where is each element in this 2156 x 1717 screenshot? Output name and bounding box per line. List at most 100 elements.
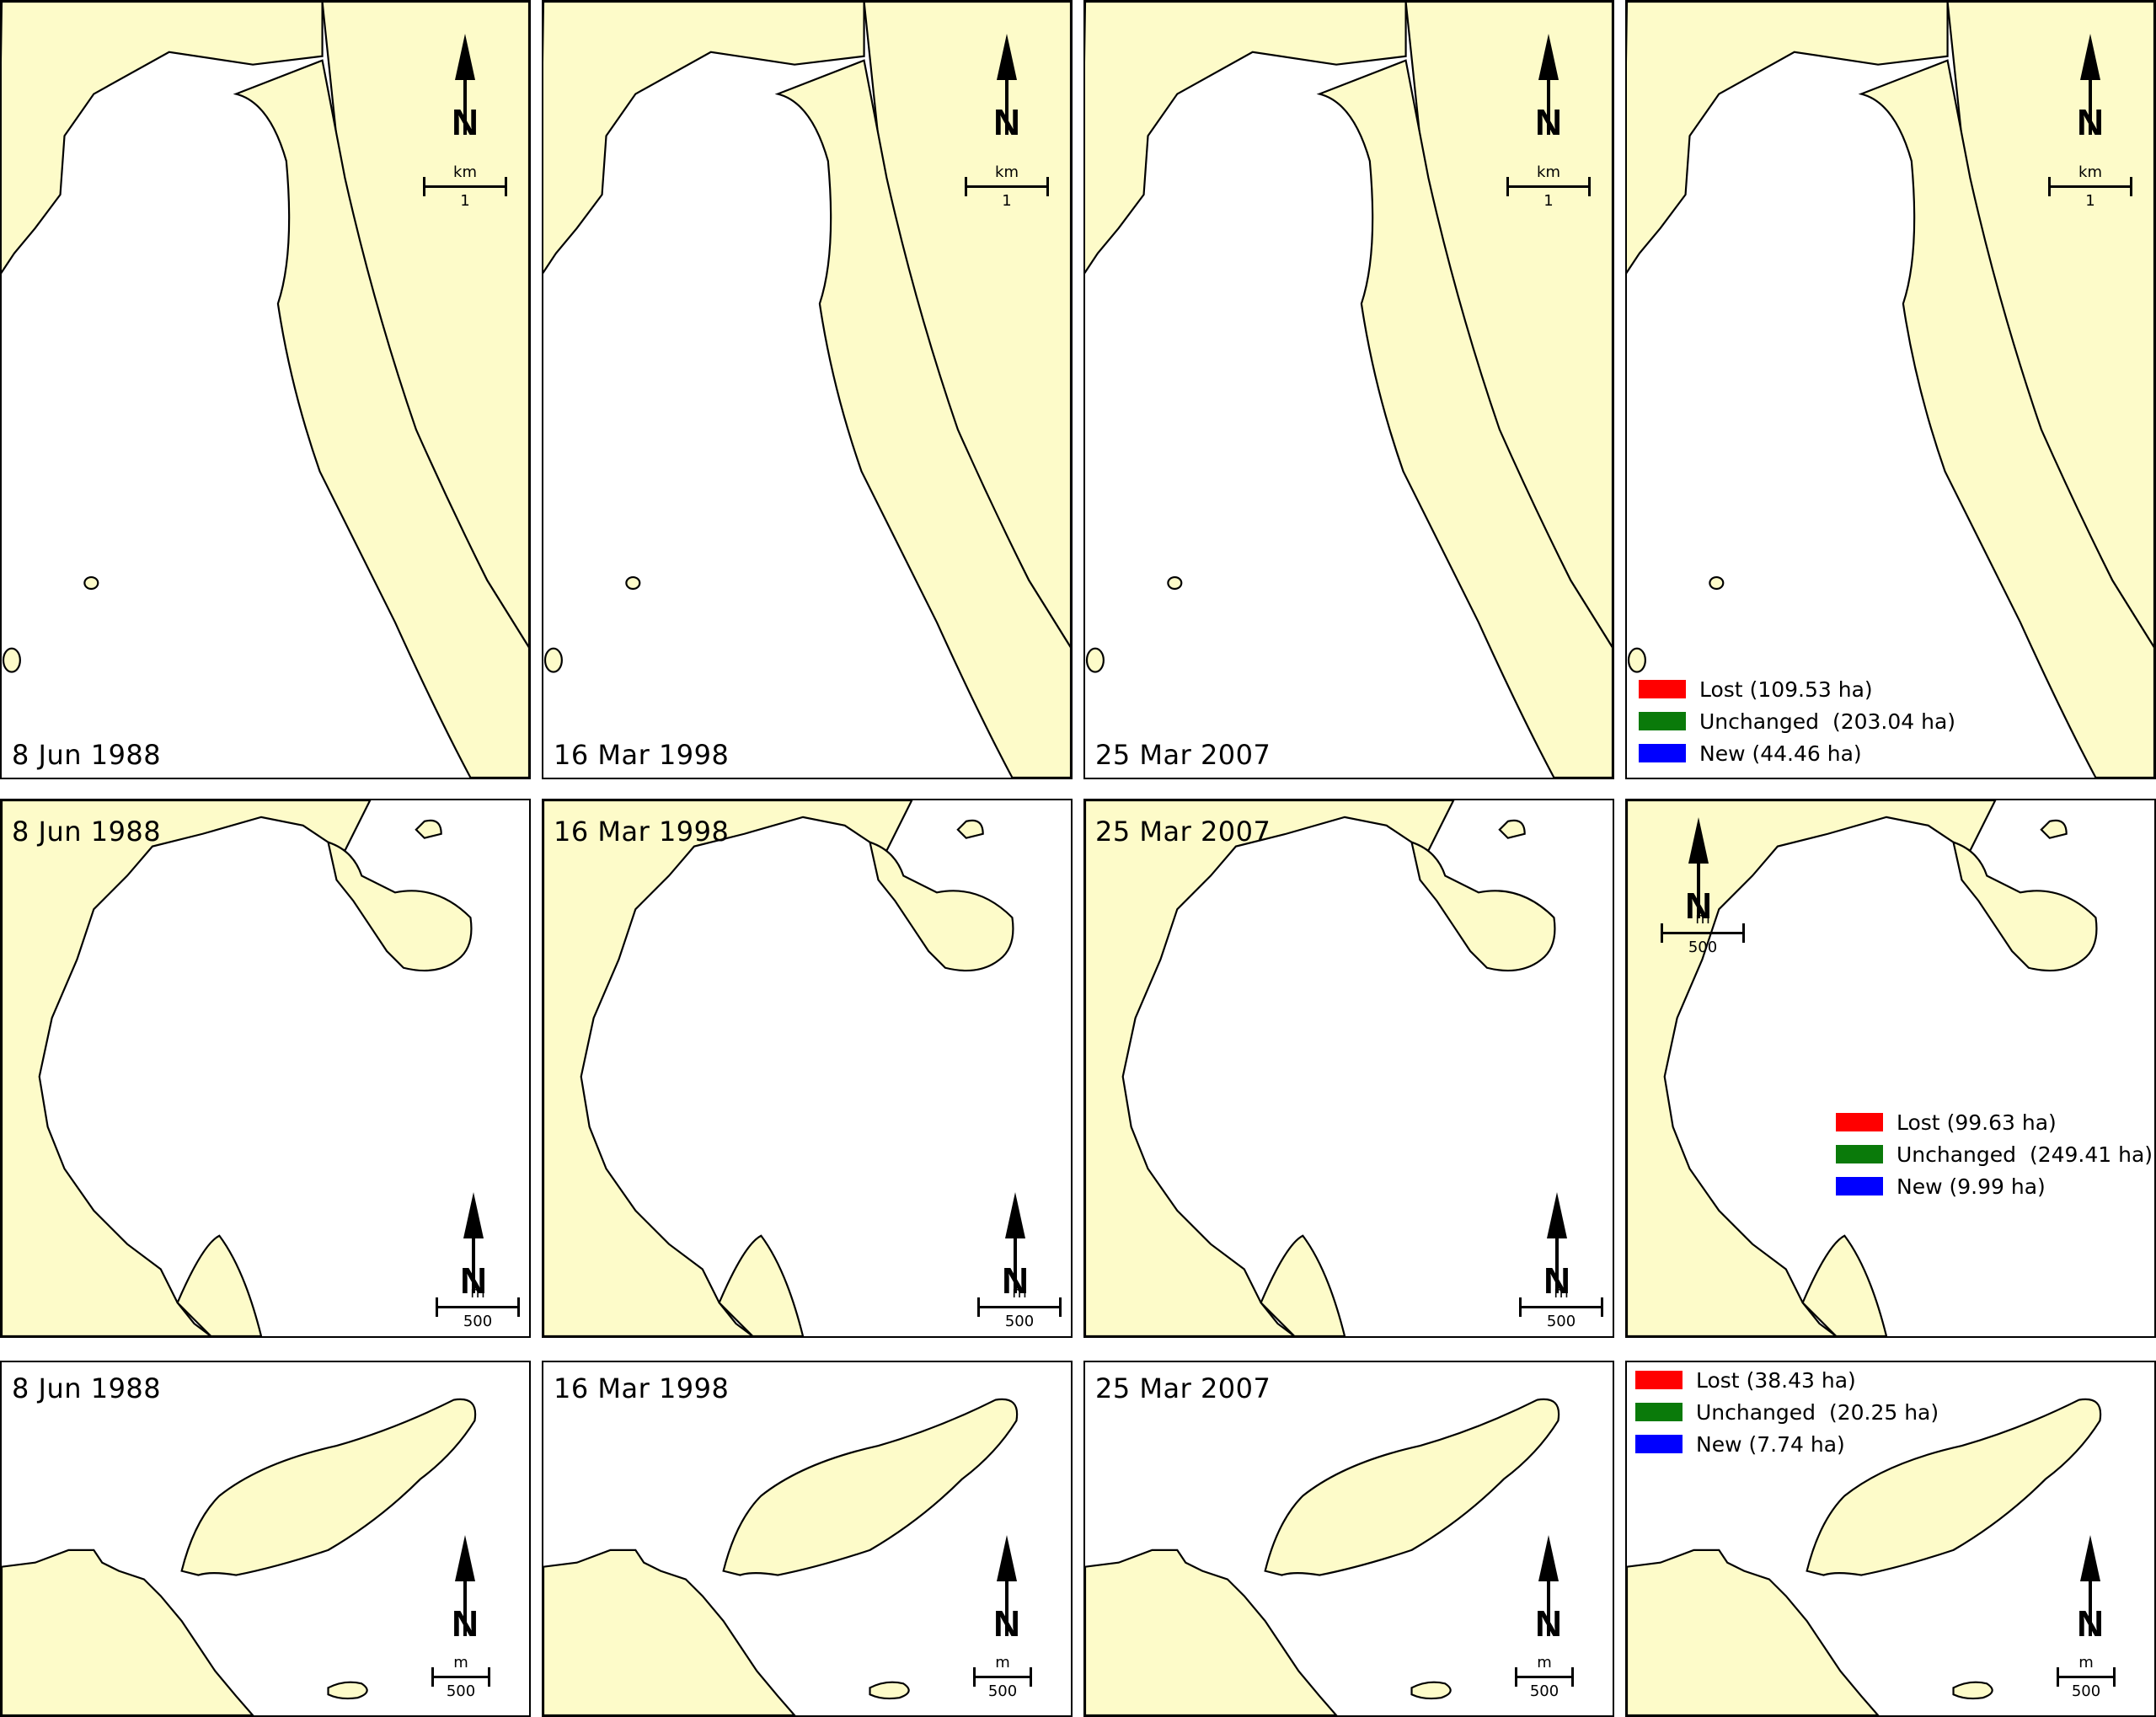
scale-bar: m 500	[1515, 1654, 1574, 1701]
scale-unit: m	[1537, 1654, 1552, 1672]
scale-value: 500	[2071, 1682, 2101, 1700]
coastline-map	[543, 1398, 1019, 1715]
scale-bar: m 500	[1661, 910, 1745, 957]
panel-date: 8 Jun 1988	[12, 739, 162, 771]
scale-value: 500	[1546, 1313, 1576, 1330]
scale-unit: km	[995, 163, 1019, 181]
north-label: N	[460, 1260, 487, 1302]
scale-value: 500	[446, 1682, 476, 1700]
north-arrow-icon: N	[1673, 817, 1724, 927]
panel-date: 16 Mar 1998	[554, 816, 730, 848]
scale-value: 1	[460, 192, 470, 210]
scale-value: 500	[987, 1682, 1018, 1700]
north-label: N	[1535, 102, 1562, 143]
panel-date: 25 Mar 2007	[1095, 816, 1271, 848]
scale-bar: km 1	[965, 163, 1049, 211]
scale-bar: km 1	[2048, 163, 2132, 211]
scale-bar: m 500	[2057, 1654, 2116, 1701]
new-swatch	[1836, 1177, 1883, 1195]
coastline-map	[1627, 2, 2154, 778]
change-panel-r3: N m 500 Lost (38.43 ha) Unchanged (20.25…	[1625, 1361, 2156, 1717]
scale-value: 500	[1004, 1313, 1035, 1330]
scale-bar: m 500	[1519, 1284, 1603, 1331]
map-panel-r1-c3: 25 Mar 2007 N km 1	[1083, 0, 1614, 779]
unchanged-swatch	[1836, 1145, 1883, 1163]
north-arrow-icon: N	[1523, 1535, 1574, 1645]
north-label: N	[1002, 1260, 1029, 1302]
map-panel-r2-c2: 16 Mar 1998 N m 500	[542, 799, 1073, 1338]
coastline-map	[1085, 1398, 1560, 1715]
coastline-map	[543, 800, 1014, 1336]
scale-bar: km 1	[1506, 163, 1591, 211]
map-panel-r3-c3: 25 Mar 2007 N m 500	[1083, 1361, 1614, 1717]
north-arrow-icon: N	[982, 1535, 1032, 1645]
legend-item-unchanged: Unchanged (20.25 ha)	[1635, 1396, 1939, 1428]
north-label: N	[1543, 1260, 1570, 1302]
unchanged-swatch	[1635, 1403, 1683, 1421]
coastline-map	[2, 800, 473, 1336]
coastline-map	[1627, 1398, 2102, 1715]
scale-unit: m	[470, 1284, 485, 1302]
change-legend: Lost (109.53 ha) Unchanged (203.04 ha) N…	[1639, 673, 1955, 769]
scale-unit: m	[1695, 910, 1710, 928]
north-arrow-icon: N	[2065, 34, 2116, 143]
coastline-map	[1085, 2, 1613, 778]
coastline-map	[1627, 800, 2098, 1336]
scale-unit: m	[453, 1654, 468, 1672]
panel-date: 16 Mar 1998	[554, 1372, 730, 1404]
scale-bar: m 500	[977, 1284, 1062, 1331]
scale-unit: km	[1537, 163, 1560, 181]
lost-swatch	[1635, 1371, 1683, 1389]
map-panel-r2-c1: 8 Jun 1988 N m 500	[0, 799, 531, 1338]
change-panel-r1: N km 1 Lost (109.53 ha) Unchanged (203.0…	[1625, 0, 2156, 779]
scale-value: 500	[463, 1313, 493, 1330]
scale-unit: m	[2078, 1654, 2094, 1672]
map-panel-r1-c2: 16 Mar 1998 N km 1	[542, 0, 1073, 779]
scale-unit: km	[2078, 163, 2102, 181]
map-panel-r3-c1: 8 Jun 1988 N m 500	[0, 1361, 531, 1717]
panel-date: 8 Jun 1988	[12, 1372, 162, 1404]
scale-bar: m 500	[973, 1654, 1032, 1701]
north-label: N	[2077, 102, 2104, 143]
scale-unit: m	[1012, 1284, 1027, 1302]
lost-swatch	[1836, 1113, 1883, 1131]
north-arrow-icon: N	[2065, 1535, 2116, 1645]
panel-date: 16 Mar 1998	[554, 739, 730, 771]
scale-value: 500	[1688, 939, 1718, 956]
change-panel-r2: N m 500 Lost (99.63 ha) Unchanged (249.4…	[1625, 799, 2156, 1338]
legend-item-lost: Lost (109.53 ha)	[1639, 673, 1955, 705]
scale-value: 1	[1002, 192, 1012, 210]
scale-value: 500	[1529, 1682, 1559, 1700]
legend-item-unchanged: Unchanged (203.04 ha)	[1639, 705, 1955, 737]
change-legend: Lost (38.43 ha) Unchanged (20.25 ha) New…	[1635, 1364, 1939, 1460]
unchanged-swatch	[1639, 712, 1686, 730]
legend-item-lost: Lost (99.63 ha)	[1836, 1106, 2153, 1138]
north-label: N	[2077, 1603, 2104, 1645]
north-label: N	[452, 102, 479, 143]
north-arrow-icon: N	[448, 1192, 499, 1302]
scale-unit: m	[1554, 1284, 1569, 1302]
new-swatch	[1639, 744, 1686, 762]
north-arrow-icon: N	[1532, 1192, 1582, 1302]
north-label: N	[1685, 885, 1712, 927]
north-arrow-icon: N	[440, 1535, 490, 1645]
legend-item-new: New (7.74 ha)	[1635, 1428, 1939, 1460]
panel-date: 8 Jun 1988	[12, 816, 162, 848]
scale-bar: m 500	[436, 1284, 520, 1331]
map-panel-r2-c3: 25 Mar 2007 N m 500	[1083, 799, 1614, 1338]
north-arrow-icon: N	[1523, 34, 1574, 143]
legend-item-unchanged: Unchanged (249.41 ha)	[1836, 1138, 2153, 1170]
change-legend: Lost (99.63 ha) Unchanged (249.41 ha) Ne…	[1836, 1106, 2153, 1202]
scale-unit: m	[995, 1654, 1010, 1672]
north-label: N	[993, 1603, 1020, 1645]
panel-date: 25 Mar 2007	[1095, 739, 1271, 771]
scale-bar: km 1	[423, 163, 507, 211]
north-arrow-icon: N	[982, 34, 1032, 143]
map-panel-r1-c1: 8 Jun 1988 N km 1	[0, 0, 531, 779]
new-swatch	[1635, 1435, 1683, 1453]
legend-item-lost: Lost (38.43 ha)	[1635, 1364, 1939, 1396]
lost-swatch	[1639, 680, 1686, 698]
legend-item-new: New (44.46 ha)	[1639, 737, 1955, 769]
scale-unit: km	[453, 163, 477, 181]
north-arrow-icon: N	[990, 1192, 1041, 1302]
